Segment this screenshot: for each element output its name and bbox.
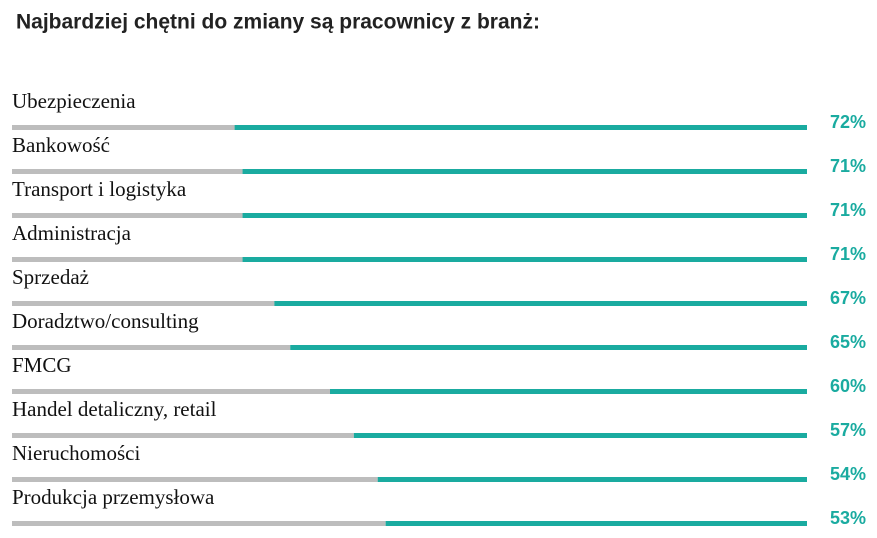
- value-label: 53%: [830, 508, 866, 528]
- bar: [377, 477, 807, 482]
- category-label: Administracja: [12, 221, 132, 245]
- bar: [274, 301, 808, 306]
- bar-track: [12, 125, 235, 130]
- category-label: Sprzedaż: [12, 265, 89, 289]
- category-label: Transport i logistyka: [12, 177, 187, 201]
- bar: [385, 521, 807, 526]
- bar: [242, 213, 808, 218]
- value-label: 72%: [830, 112, 866, 132]
- bar: [242, 169, 808, 174]
- value-label: 65%: [830, 332, 866, 352]
- bar-track: [12, 389, 330, 394]
- value-label: 57%: [830, 420, 866, 440]
- value-label: 71%: [830, 156, 866, 176]
- bar: [330, 389, 807, 394]
- value-label: 60%: [830, 376, 866, 396]
- bar-track: [12, 345, 291, 350]
- bar-track: [12, 301, 275, 306]
- bar: [234, 125, 808, 130]
- category-label: Nieruchomości: [12, 441, 140, 465]
- bar: [290, 345, 807, 350]
- bar-track: [12, 433, 354, 438]
- value-label: 67%: [830, 288, 866, 308]
- bar-track: [12, 521, 386, 526]
- category-label: Bankowość: [12, 133, 110, 157]
- bar-track: [12, 213, 243, 218]
- bar-track: [12, 169, 243, 174]
- bar: [353, 433, 807, 438]
- chart-title: Najbardziej chętni do zmiany są pracowni…: [16, 11, 540, 34]
- bar-track: [12, 477, 378, 482]
- category-label: Doradztwo/consulting: [12, 309, 199, 333]
- value-label: 71%: [830, 200, 866, 220]
- bar: [242, 257, 808, 262]
- value-label: 71%: [830, 244, 866, 264]
- value-label: 54%: [830, 464, 866, 484]
- category-label: Handel detaliczny, retail: [12, 397, 217, 421]
- category-label: Produkcja przemysłowa: [12, 485, 215, 509]
- category-label: FMCG: [12, 353, 72, 377]
- category-label: Ubezpieczenia: [12, 89, 136, 113]
- bar-track: [12, 257, 243, 262]
